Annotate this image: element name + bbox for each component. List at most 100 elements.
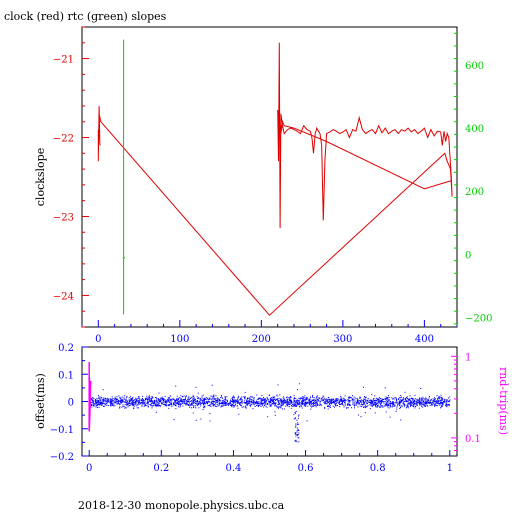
offset-point [275, 405, 277, 407]
offset-point [121, 400, 123, 402]
offset-point [132, 401, 134, 403]
offset-point [372, 405, 374, 406]
offset-point [264, 403, 266, 405]
offset-point [108, 405, 110, 406]
offset-point [180, 403, 182, 405]
offset-point [380, 398, 382, 400]
offset-point [329, 404, 331, 405]
offset-point [164, 400, 166, 402]
offset-point [441, 405, 443, 407]
offset-point [232, 396, 234, 398]
offset-outlier [209, 413, 211, 415]
offset-point [410, 404, 412, 406]
offset-dip-point [296, 441, 298, 443]
offset-point [210, 403, 212, 405]
offset-point [280, 401, 282, 403]
offset-outlier [384, 387, 386, 389]
offset-point [147, 401, 149, 403]
offset-point [177, 402, 179, 404]
offset-point [407, 407, 409, 409]
offset-point [182, 401, 184, 403]
offset-point [132, 403, 134, 405]
offset-point [326, 400, 328, 402]
offset-dip-point [294, 417, 296, 419]
offset-point [270, 399, 272, 401]
offset-point [446, 405, 448, 407]
offset-point [93, 405, 95, 407]
offset-point [407, 405, 408, 407]
offset-point [199, 399, 201, 401]
offset-point [306, 405, 308, 407]
offset-point [416, 402, 418, 404]
offset-point [232, 397, 234, 399]
offset-dip-point [296, 434, 298, 436]
offset-point [236, 405, 238, 407]
offset-point [389, 399, 390, 401]
offset-point [239, 403, 241, 405]
offset-point [249, 398, 251, 400]
offset-point [419, 401, 421, 403]
offset-point [444, 399, 446, 400]
offset-point [180, 400, 182, 402]
offset-point [259, 401, 261, 403]
offset-point [135, 397, 137, 399]
offset-point [119, 407, 121, 409]
offset-point [152, 400, 153, 402]
offset-point [449, 399, 451, 401]
offset-point [187, 399, 189, 401]
offset-point [230, 400, 232, 402]
offset-point [259, 397, 261, 399]
offset-point [224, 398, 226, 400]
offset-point [180, 405, 181, 407]
offset-point [167, 399, 169, 401]
offset-point [307, 402, 309, 404]
offset-point [300, 404, 302, 406]
offset-point [101, 397, 103, 399]
offset-point [261, 400, 263, 402]
offset-point [122, 404, 124, 406]
offset-point [293, 395, 295, 397]
offset-point [192, 400, 194, 401]
offset-point [181, 402, 183, 404]
offset-point [183, 395, 185, 397]
offset-point [146, 402, 148, 404]
offset-point [120, 402, 122, 404]
offset-point [349, 397, 351, 399]
offset-point [232, 404, 234, 406]
clock-slope-line [97, 42, 453, 316]
offset-point [374, 395, 376, 397]
offset-point [96, 403, 98, 405]
offset-point [296, 404, 298, 406]
offset-point [93, 404, 95, 406]
offset-point [216, 400, 218, 401]
offset-point [232, 395, 234, 397]
offset-point [347, 403, 349, 405]
offset-point [364, 401, 366, 403]
offset-point [130, 404, 132, 406]
offset-point [336, 402, 338, 404]
offset-point [117, 402, 119, 404]
offset-point [148, 396, 150, 398]
offset-point [303, 399, 305, 401]
offset-point [174, 400, 176, 402]
offset-point [209, 401, 210, 403]
offset-point [250, 395, 252, 397]
offset-point [133, 408, 135, 409]
offset-point [121, 399, 123, 401]
offset-point [246, 404, 248, 406]
offset-outlier [237, 407, 239, 409]
top-y-tick-label: −21 [53, 55, 74, 66]
offset-point [253, 401, 255, 402]
offset-point [401, 405, 403, 407]
offset-point [286, 398, 288, 400]
offset-point [147, 403, 149, 405]
offset-point [189, 405, 191, 407]
offset-point [167, 401, 169, 403]
offset-point [260, 399, 262, 401]
offset-point [272, 403, 274, 405]
offset-point [121, 402, 123, 404]
offset-point [325, 402, 327, 404]
offset-point [285, 400, 287, 402]
offset-point [256, 401, 258, 403]
offset-point [406, 407, 407, 409]
